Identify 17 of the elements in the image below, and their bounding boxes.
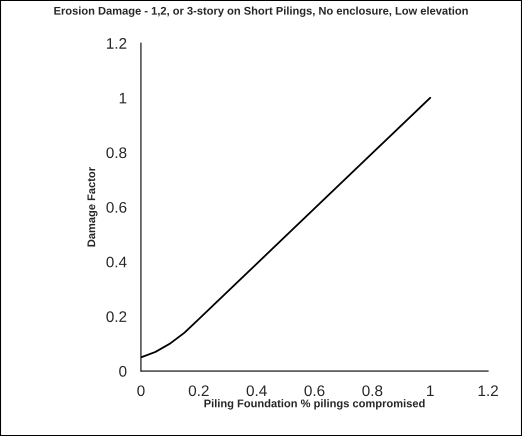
x-tick-label: 1.2: [478, 385, 498, 396]
y-tick-label: 0.2: [106, 311, 126, 322]
y-tick-label: 0: [119, 366, 126, 377]
chart-title: Erosion Damage - 1,2, or 3-story on Short Pilings, No enclosure, Low elevation: [54, 6, 468, 17]
x-tick-label: 1: [427, 385, 434, 396]
x-tick-label: 0: [137, 385, 145, 396]
y-tick-label: 1.2: [106, 38, 126, 49]
y-tick-label: 1: [120, 92, 126, 104]
y-tick-label: 0.4: [106, 256, 127, 268]
x-tick-label: 0.6: [304, 385, 324, 396]
x-tick-label: 0.2: [188, 385, 209, 396]
y-axis-title: Damage Factor: [87, 167, 98, 246]
y-tick-label: 0.6: [106, 202, 126, 213]
x-axis-title: Piling Foundation % pilings compromised: [204, 399, 425, 410]
y-tick-label: 0.8: [106, 147, 126, 158]
x-tick-label: 0.8: [362, 385, 382, 396]
x-tick-label: 0.4: [246, 385, 267, 396]
